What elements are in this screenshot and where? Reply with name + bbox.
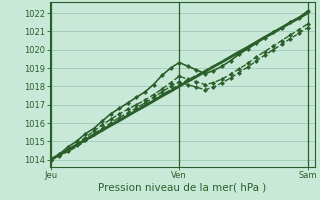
X-axis label: Pression niveau de la mer( hPa ): Pression niveau de la mer( hPa ) — [98, 183, 267, 193]
